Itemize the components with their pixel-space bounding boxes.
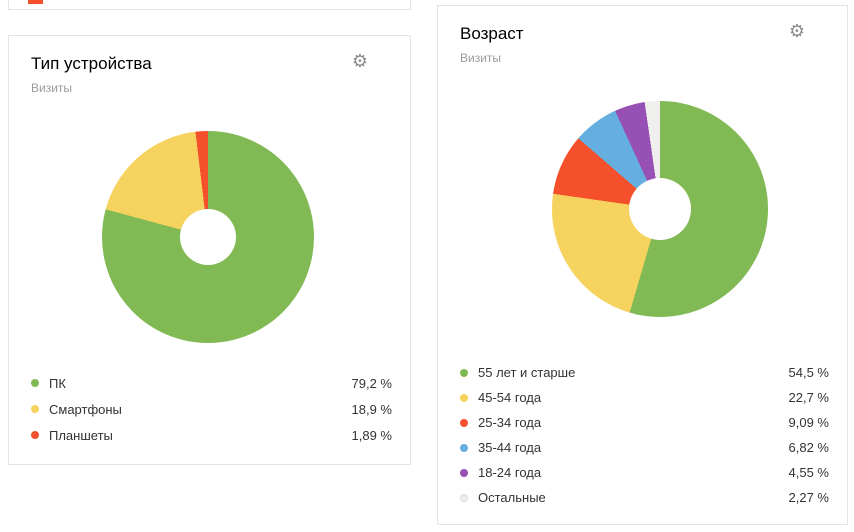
legend-row[interactable]: Планшеты 1,89 % (31, 422, 392, 448)
widget-device-type: Тип устройства Визиты ⚙ ПК 79,2 % Смартфон… (8, 35, 411, 465)
legend-value: 54,5 % (788, 365, 829, 380)
widget-actions: ⚙ (789, 22, 829, 40)
donut-hole (180, 209, 236, 265)
legend-value: 1,89 % (351, 427, 392, 443)
drag-handle-icon[interactable] (816, 25, 829, 38)
legend-value: 18,9 % (351, 401, 392, 417)
legend-dot (460, 468, 468, 477)
legend-row[interactable]: Смартфоны 18,9 % (31, 396, 392, 422)
gear-icon[interactable]: ⚙ (351, 51, 368, 71)
legend: ПК 79,2 % Смартфоны 18,9 % Планшеты 1,89 % (31, 370, 392, 448)
legend-dot (460, 443, 468, 452)
legend-label: 35-44 года (478, 440, 542, 455)
legend-label: Остальные (478, 490, 546, 505)
legend-row[interactable]: 35-44 года 6,82 % (460, 435, 829, 460)
legend-value: 2,27 % (788, 490, 829, 505)
legend-dot (31, 405, 39, 413)
legend-value: 6,82 % (788, 440, 829, 455)
legend-label: 18-24 года (478, 465, 542, 480)
legend: 55 лет и старше 54,5 % 45-54 года 22,7 % 25-… (460, 360, 829, 510)
legend-dot (460, 368, 468, 377)
legend-row[interactable]: 55 лет и старше 54,5 % (460, 360, 829, 385)
donut-chart[interactable] (102, 131, 314, 343)
widget-header: Возраст Визиты ⚙ (438, 6, 847, 65)
legend-label: ПК (49, 375, 66, 391)
legend-row[interactable]: 18-24 года 4,55 % (460, 460, 829, 485)
red-chart-fragment (28, 0, 43, 4)
widget-subtitle: Визиты (460, 51, 502, 66)
widget-header: Тип устройства Визиты ⚙ (9, 36, 410, 95)
legend-value: 79,2 % (351, 375, 392, 391)
legend-label: Планшеты (49, 427, 113, 443)
legend-label: 55 лет и старше (478, 365, 576, 380)
legend-dot (31, 379, 39, 387)
donut-hole (629, 178, 691, 240)
legend-row[interactable]: Остальные 2,27 % (460, 485, 829, 510)
drag-handle-icon[interactable] (379, 55, 392, 68)
legend-dot (460, 493, 468, 502)
widget-actions: ⚙ (352, 52, 392, 70)
legend-row[interactable]: ПК 79,2 % (31, 370, 392, 396)
partial-widget (8, 0, 411, 10)
donut-chart[interactable] (552, 101, 768, 317)
legend-label: 25-34 года (478, 415, 542, 430)
legend-dot (460, 418, 468, 427)
legend-row[interactable]: 25-34 года 9,09 % (460, 410, 829, 435)
legend-dot (31, 431, 39, 439)
widget-subtitle: Визиты (31, 81, 73, 96)
legend-value: 9,09 % (788, 415, 829, 430)
legend-label: 45-54 года (478, 390, 542, 405)
legend-value: 4,55 % (788, 465, 829, 480)
legend-label: Смартфоны (49, 401, 122, 417)
widget-age: Возраст Визиты ⚙ 55 лет и старше 54,5 % 45… (437, 5, 848, 525)
gear-icon[interactable]: ⚙ (788, 21, 805, 41)
legend-dot (460, 393, 468, 402)
widget-title: Возраст (460, 24, 524, 43)
legend-value: 22,7 % (788, 390, 829, 405)
widget-title: Тип устройства (31, 54, 152, 73)
legend-row[interactable]: 45-54 года 22,7 % (460, 385, 829, 410)
